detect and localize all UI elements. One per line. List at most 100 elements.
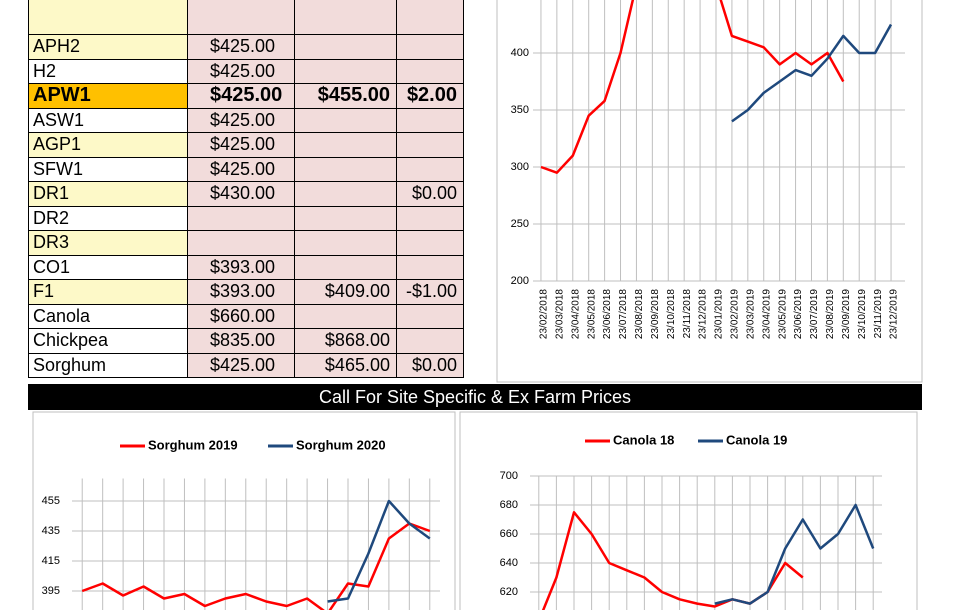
x-tick-label: 23/08/2018	[634, 289, 645, 339]
x-tick-label: 23/07/2019	[809, 289, 820, 339]
price-cell: $393.00	[187, 279, 295, 305]
top-chart-frame	[496, 0, 923, 383]
x-tick-label: 23/10/2018	[666, 289, 677, 339]
y-tick-label: 660	[500, 528, 518, 540]
empty-cell	[396, 0, 464, 35]
x-tick-label: 23/10/2019	[857, 289, 868, 339]
x-tick-label: 23/08/2019	[825, 289, 836, 339]
x-tick-label: 23/09/2019	[841, 289, 852, 339]
x-tick-label: 23/04/2019	[761, 289, 772, 339]
price-cell: $2.00	[396, 83, 464, 109]
price-row: DR3	[28, 230, 464, 256]
grade-cell: Chickpea	[28, 328, 188, 354]
price-row: SFW1 $425.00	[28, 156, 464, 182]
y-tick-label: 350	[511, 104, 529, 116]
y-tick-label: 395	[42, 585, 60, 597]
price-cell: $835.00	[187, 328, 295, 354]
x-tick-label: 23/04/2018	[570, 289, 581, 339]
price-cell	[187, 205, 295, 231]
price-cell	[396, 303, 464, 329]
legend-label: Canola 19	[726, 432, 787, 447]
grade-cell: DR2	[28, 205, 188, 231]
price-row: AGP1 $425.00	[28, 132, 464, 158]
grade-cell: H2	[28, 58, 188, 84]
price-cell	[294, 58, 397, 84]
chart: 620 640 660 680 700 Canola 18 Canola 19	[500, 432, 882, 610]
y-tick-label: 640	[500, 557, 518, 569]
grade-cell: SFW1	[28, 156, 188, 182]
price-row: Chickpea $835.00 $868.00	[28, 328, 464, 354]
empty-cell	[187, 0, 295, 35]
price-cell: $0.00	[396, 352, 464, 378]
price-row: APW1 $425.00 $455.00 $2.00	[28, 83, 464, 109]
chart: 200 250 300 350 400 450 23/02/2018 23/03/2018 23…	[511, 0, 905, 339]
price-cell: $409.00	[294, 279, 397, 305]
y-tick-label: 400	[511, 47, 529, 59]
price-cell	[294, 156, 397, 182]
y-tick-label: 250	[511, 218, 529, 230]
price-cell: $425.00	[187, 132, 295, 158]
legend-label: Sorghum 2020	[296, 437, 386, 452]
price-cell	[294, 132, 397, 158]
line-series	[81, 522, 431, 610]
x-tick-label: 23/05/2019	[777, 289, 788, 339]
price-row: ASW1 $425.00	[28, 107, 464, 133]
price-row: APH2 $425.00	[28, 34, 464, 60]
x-tick-label: 23/02/2019	[730, 289, 741, 339]
x-tick-label: 23/05/2018	[586, 289, 597, 339]
line-series	[714, 503, 875, 605]
y-tick-label: 620	[500, 586, 518, 598]
empty-cell	[28, 0, 188, 35]
grade-cell: AGP1	[28, 132, 188, 158]
empty-cell	[294, 0, 397, 35]
y-tick-label: 680	[500, 499, 518, 511]
y-tick-label: 455	[42, 495, 60, 507]
grade-cell: DR1	[28, 181, 188, 207]
price-cell	[294, 181, 397, 207]
price-table: APH2 $425.00 H2 $425.00 APW1 $425.00 $455.00 $2…	[28, 0, 464, 378]
grade-cell: CO1	[28, 254, 188, 280]
legend-item: Canola 18	[585, 432, 674, 447]
x-tick-label: 23/12/2018	[698, 289, 709, 339]
x-tick-label: 23/06/2018	[602, 289, 613, 339]
sorghum-chart-frame	[32, 411, 456, 610]
price-row: DR1 $430.00 $0.00	[28, 181, 464, 207]
y-tick-label: 450	[511, 0, 529, 2]
grade-cell: Sorghum	[28, 352, 188, 378]
x-tick-label: 23/01/2019	[714, 289, 725, 339]
legend-label: Canola 18	[613, 432, 674, 447]
canola-chart-frame	[459, 411, 918, 610]
price-cell	[294, 34, 397, 60]
price-row: H2 $425.00	[28, 58, 464, 84]
price-row: DR2	[28, 205, 464, 231]
chart: 395 415 435 455 Sorghum 2019 Sorghum 2020	[42, 437, 440, 610]
price-cell: -$1.00	[396, 279, 464, 305]
price-cell: $393.00	[187, 254, 295, 280]
grade-cell: APW1	[28, 83, 188, 109]
grade-cell: APH2	[28, 34, 188, 60]
y-tick-label: 435	[42, 525, 60, 537]
price-cell: $425.00	[187, 83, 295, 109]
price-cell	[396, 230, 464, 256]
legend-item: Sorghum 2019	[120, 437, 238, 452]
y-tick-label: 300	[511, 161, 529, 173]
price-cell	[396, 58, 464, 84]
y-tick-label: 700	[500, 470, 518, 482]
price-cell: $465.00	[294, 352, 397, 378]
line-series	[731, 23, 893, 123]
x-tick-label: 23/03/2018	[555, 289, 566, 339]
x-tick-label: 23/03/2019	[745, 289, 756, 339]
grade-cell: F1	[28, 279, 188, 305]
grade-cell: Canola	[28, 303, 188, 329]
line-series	[327, 499, 431, 603]
x-tick-label: 23/12/2019	[889, 289, 900, 339]
price-cell	[294, 254, 397, 280]
price-cell: $0.00	[396, 181, 464, 207]
x-tick-label: 23/06/2019	[793, 289, 804, 339]
price-cell: $430.00	[187, 181, 295, 207]
price-cell: $455.00	[294, 83, 397, 109]
price-row: Sorghum $425.00 $465.00 $0.00	[28, 352, 464, 378]
price-cell	[396, 205, 464, 231]
